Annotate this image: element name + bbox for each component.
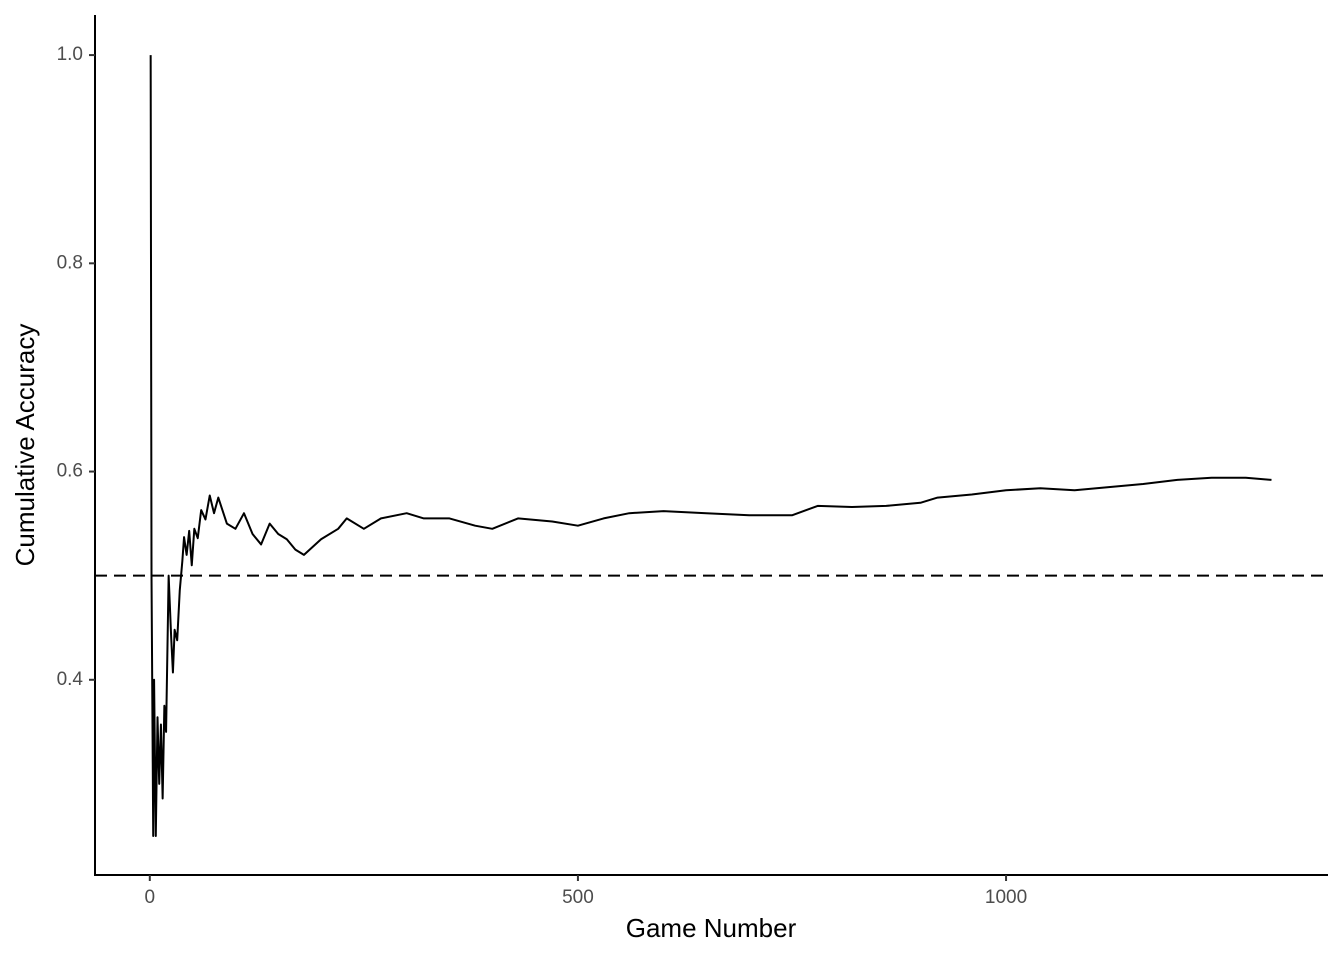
y-tick-label: 0.8 <box>57 252 83 273</box>
x-tick-label: 1000 <box>985 887 1027 908</box>
y-tick-label: 1.0 <box>57 44 83 65</box>
x-axis-title: Game Number <box>626 913 797 943</box>
x-tick-label: 500 <box>562 887 594 908</box>
y-axis-title: Cumulative Accuracy <box>10 324 40 567</box>
data-line <box>149 55 1272 837</box>
y-tick-label: 0.6 <box>57 461 83 482</box>
x-tick-label: 0 <box>145 887 156 908</box>
y-tick-label: 0.4 <box>57 669 84 690</box>
